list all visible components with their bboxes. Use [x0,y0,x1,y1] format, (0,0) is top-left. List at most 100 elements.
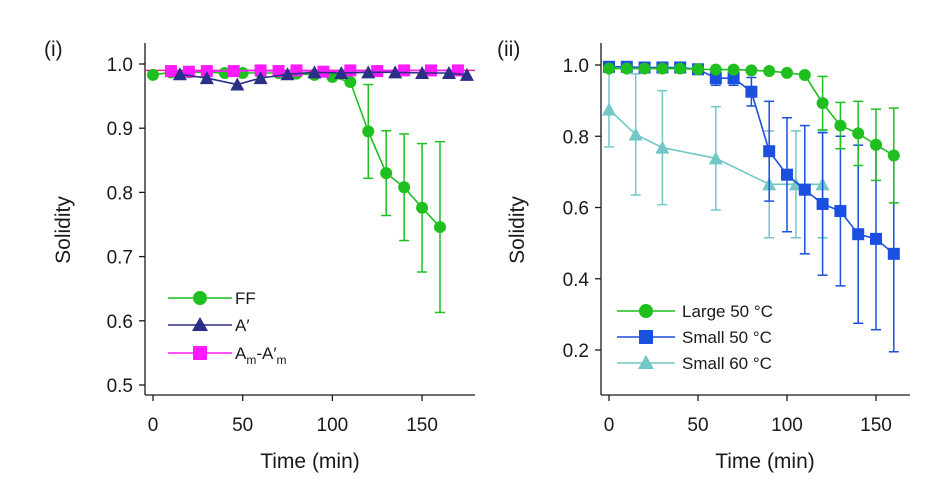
y-axis-label-i: Solidity [52,196,75,264]
y-tick-label: 0.6 [107,312,133,333]
data-point [870,232,882,245]
legend-entry-small-60: Small 60 °C [617,354,772,373]
data-point [834,119,847,132]
legend-marker-a-prime [192,317,208,331]
legend-marker-small-50 [639,330,653,344]
data-point [763,65,776,78]
series-ff [147,66,446,314]
data-point [656,62,669,75]
legend-i: FF A′ Am-A′m [168,289,287,367]
data-point [887,149,900,162]
series-large-50-c [603,62,900,204]
data-point [398,64,411,77]
panel-label-i: (i) [44,38,63,61]
data-point [254,64,267,77]
x-tick-label: 50 [232,415,253,436]
data-point [709,72,722,85]
data-point [272,65,285,78]
data-point [655,140,670,154]
legend-label-ff: FF [235,289,256,308]
legend-entry-large-50: Large 50 °C [617,302,773,321]
data-point [781,168,793,181]
data-point [745,64,758,77]
data-point [727,63,740,76]
y-tick-label: 0.5 [107,376,133,397]
y-axis-label-ii: Solidity [506,196,529,264]
y-tick-label: 0.9 [107,119,133,140]
data-point [628,127,643,141]
legend-label-a-prime: A′ [235,316,250,335]
data-point [227,65,240,78]
x-tick-label: 0 [604,415,615,436]
series-small-60-c [602,71,830,239]
y-tick-label: 0.4 [563,270,590,291]
data-point [459,67,474,81]
data-point [816,197,829,210]
data-point [816,97,829,110]
y-tick-label: 1.0 [563,56,589,77]
data-point [371,65,384,78]
panel-i: (i) 0.5 0.6 0.7 0.8 0.9 1.0 0 50 100 150 Solidity… [44,38,475,473]
legend-marker-am [193,346,207,360]
data-point [620,62,633,75]
data-point [362,125,375,138]
data-point [834,205,847,218]
data-point [602,102,616,116]
data-point [674,62,687,75]
data-point [317,65,330,78]
legend-label-large-50: Large 50 °C [682,302,773,321]
y-tick-label: 0.8 [107,183,133,204]
legend-ii: Large 50 °C Small 50 °C Small 60 °C [617,302,773,373]
data-point [415,65,430,79]
y-tick-label: 0.6 [563,199,589,220]
legend-label-small-60: Small 60 °C [682,354,772,373]
data-point [416,201,429,214]
data-point [852,127,865,140]
data-point [425,64,438,77]
x-tick-label: 150 [860,415,892,436]
data-point [798,183,811,196]
data-point [852,228,865,241]
x-tick-label: 0 [148,415,159,436]
y-tick-label: 1.0 [107,55,133,76]
legend-entry-ff: FF [168,289,256,308]
y-tick-label: 0.8 [563,127,589,148]
data-point [434,221,446,234]
data-point [280,67,295,81]
legend-marker-large-50 [639,304,653,318]
data-point [253,71,268,85]
data-point [147,68,159,81]
y-tick-label: 0.7 [107,248,133,269]
legend-label-am: Am-A′m [235,344,287,367]
x-tick-label: 50 [687,415,708,436]
data-point [603,62,615,75]
series-line [179,71,467,86]
x-axis-label-ii: Time (min) [715,450,815,473]
x-tick-label: 150 [406,415,438,436]
x-tick-label: 100 [317,415,349,436]
data-point [172,67,187,81]
series-line [152,71,441,228]
data-point [380,167,393,180]
data-point [307,65,322,79]
legend-marker-ff [193,291,207,305]
y-tick-label: 0.2 [563,341,589,362]
series-am-a-m [164,64,464,78]
data-point [638,62,651,75]
data-point [798,68,811,81]
legend-marker-small-60 [638,355,654,369]
data-point [334,65,349,79]
data-point [745,85,758,98]
data-point [763,145,776,158]
data-point [870,138,882,151]
data-point [361,65,376,79]
data-point [727,72,740,85]
data-point [388,65,403,79]
data-point [441,65,456,79]
x-axis-label-i: Time (min) [260,450,360,473]
data-point [708,151,723,165]
data-point [200,65,213,78]
data-point [692,63,704,76]
legend-entry-small-50: Small 50 °C [617,328,772,347]
